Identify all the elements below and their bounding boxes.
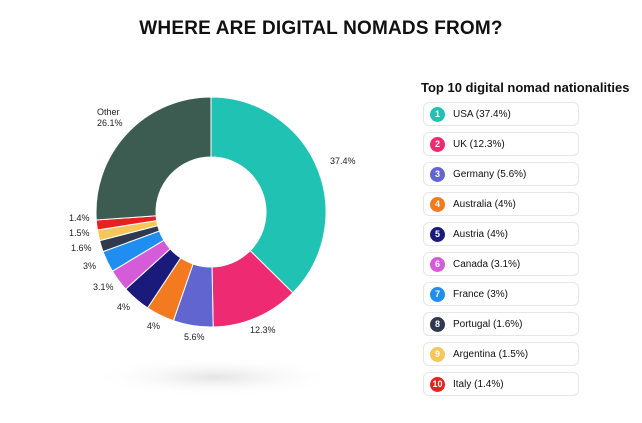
legend: 1 USA (37.4%) 2 UK (12.3%) 3 Germany (5.6%) 4 A… xyxy=(423,102,579,402)
chart-title: WHERE ARE DIGITAL NOMADS FROM? xyxy=(139,18,503,39)
legend-rank-badge: 3 xyxy=(430,166,445,182)
legend-label: USA (37.4%) xyxy=(453,108,511,120)
legend-rank-badge: 5 xyxy=(430,226,445,242)
slice-labels: 37.4%12.3%5.6%4%4%3.1%3%1.6%1.5%1.4%Othe… xyxy=(69,107,356,342)
legend-item-canada: 6 Canada (3.1%) xyxy=(423,252,579,276)
slice-label-portugal: 1.6% xyxy=(71,243,92,253)
legend-label: Austria (4%) xyxy=(453,228,509,240)
legend-title: Top 10 digital nomad nationalities xyxy=(421,80,630,95)
slice-usa xyxy=(210,96,327,294)
slice-label-italy: 1.4% xyxy=(69,213,90,223)
legend-label: Canada (3.1%) xyxy=(453,258,521,270)
legend-item-france: 7 France (3%) xyxy=(423,282,579,306)
slice-label-other-name: Other xyxy=(97,107,120,117)
legend-label: France (3%) xyxy=(453,288,509,300)
legend-label: Portugal (1.6%) xyxy=(453,318,523,330)
legend-label: Italy (1.4%) xyxy=(453,378,504,390)
legend-item-uk: 2 UK (12.3%) xyxy=(423,132,579,156)
slice-label-uk: 12.3% xyxy=(250,325,276,335)
legend-rank-badge: 10 xyxy=(430,376,445,392)
legend-item-australia: 4 Australia (4%) xyxy=(423,192,579,216)
legend-rank-badge: 2 xyxy=(430,136,445,152)
legend-label: Australia (4%) xyxy=(453,198,516,210)
legend-item-argentina: 9 Argentina (1.5%) xyxy=(423,342,579,366)
slice-label-usa: 37.4% xyxy=(330,156,356,166)
legend-item-austria: 5 Austria (4%) xyxy=(423,222,579,246)
legend-rank-badge: 6 xyxy=(430,256,445,272)
slice-label-argentina: 1.5% xyxy=(69,228,90,238)
legend-rank-badge: 9 xyxy=(430,346,445,362)
legend-rank-badge: 4 xyxy=(430,196,445,212)
legend-label: Germany (5.6%) xyxy=(453,168,527,180)
legend-rank-badge: 7 xyxy=(430,286,445,302)
legend-item-italy: 10 Italy (1.4%) xyxy=(423,372,579,396)
legend-rank-badge: 1 xyxy=(430,106,445,122)
slice-label-canada: 3.1% xyxy=(93,282,114,292)
legend-item-germany: 3 Germany (5.6%) xyxy=(423,162,579,186)
legend-item-usa: 1 USA (37.4%) xyxy=(423,102,579,126)
slice-label-australia: 4% xyxy=(147,321,160,331)
donut-slices xyxy=(95,96,327,328)
slice-label-germany: 5.6% xyxy=(184,332,205,342)
legend-label: UK (12.3%) xyxy=(453,138,505,150)
legend-label: Argentina (1.5%) xyxy=(453,348,529,360)
legend-item-portugal: 8 Portugal (1.6%) xyxy=(423,312,579,336)
slice-label-austria: 4% xyxy=(117,302,130,312)
slice-other xyxy=(95,96,212,221)
slice-label-france: 3% xyxy=(83,261,96,271)
slice-label-other-value: 26.1% xyxy=(97,118,123,128)
legend-rank-badge: 8 xyxy=(430,316,445,332)
chart-shadow xyxy=(90,357,340,397)
